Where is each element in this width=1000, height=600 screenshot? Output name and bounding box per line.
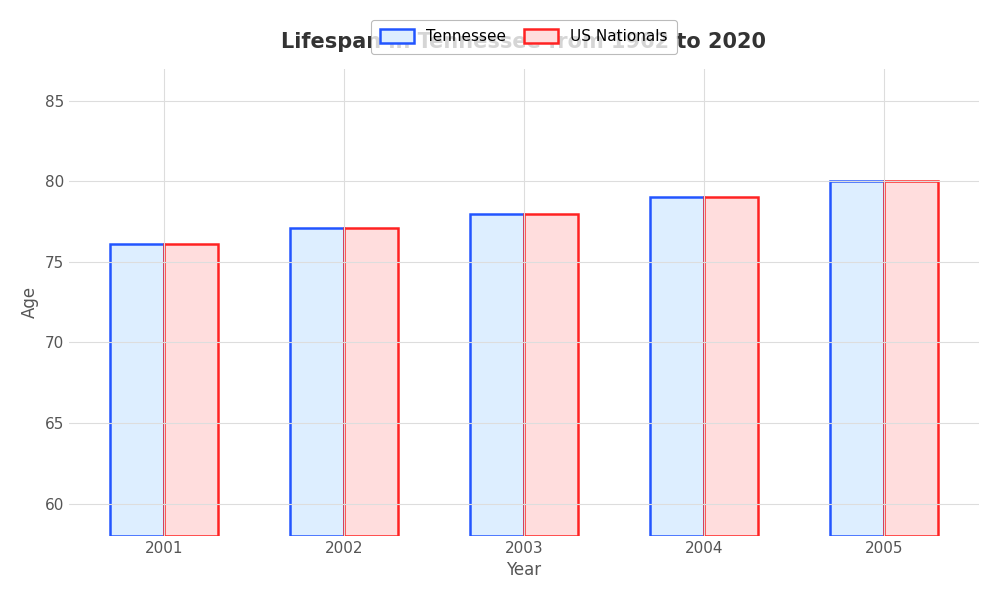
Bar [290, 228, 344, 536]
Bar [110, 244, 164, 536]
Bar [524, 214, 578, 536]
Bar [704, 197, 758, 536]
Bar [164, 244, 218, 536]
Y-axis label: Age: Age [21, 286, 39, 318]
Bar [830, 181, 884, 536]
Bar [344, 228, 398, 536]
Bar [650, 197, 704, 536]
Title: Lifespan in Tennessee from 1962 to 2020: Lifespan in Tennessee from 1962 to 2020 [281, 32, 766, 52]
Legend: Tennessee, US Nationals: Tennessee, US Nationals [371, 20, 677, 53]
Bar [470, 214, 524, 536]
X-axis label: Year: Year [506, 561, 541, 579]
Bar [884, 181, 938, 536]
